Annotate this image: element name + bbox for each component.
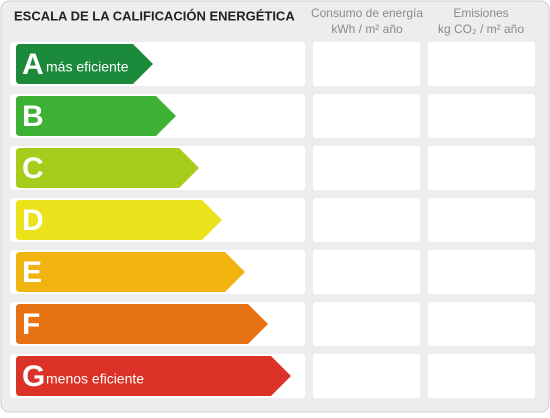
rating-arrow [16, 200, 222, 240]
value-cell [428, 302, 535, 346]
rating-arrow [16, 148, 199, 188]
value-cell [313, 146, 420, 190]
value-cell [313, 250, 420, 294]
value-cell [428, 42, 535, 86]
title: ESCALA DE LA CALIFICACIÓN ENERGÉTICA [14, 8, 295, 23]
column-unit: kWh / m² año [331, 22, 403, 36]
value-cell [428, 146, 535, 190]
column-unit: kg CO₂ / m² año [438, 22, 524, 36]
value-cell [428, 354, 535, 398]
rating-letter: D [22, 204, 44, 237]
value-cell [428, 250, 535, 294]
value-cell [428, 94, 535, 138]
value-cell [313, 42, 420, 86]
rating-label: más eficiente [46, 59, 129, 75]
rating-letter: A [22, 48, 44, 81]
rating-letter: C [22, 152, 44, 185]
rating-letter: B [22, 100, 44, 133]
rating-arrow [16, 356, 291, 396]
rating-letter: E [22, 256, 42, 289]
column-header: Consumo de energía [311, 6, 423, 20]
column-header: Emisiones [453, 6, 508, 20]
rating-label: menos eficiente [46, 371, 144, 387]
value-cell [313, 302, 420, 346]
rating-arrow [16, 304, 268, 344]
value-cell [313, 198, 420, 242]
value-cell [313, 94, 420, 138]
rating-arrow [16, 44, 153, 84]
value-cell [428, 198, 535, 242]
value-cell [313, 354, 420, 398]
rating-letter: G [22, 360, 45, 393]
rating-arrow [16, 96, 176, 136]
rating-arrow [16, 252, 245, 292]
rating-letter: F [22, 308, 40, 341]
